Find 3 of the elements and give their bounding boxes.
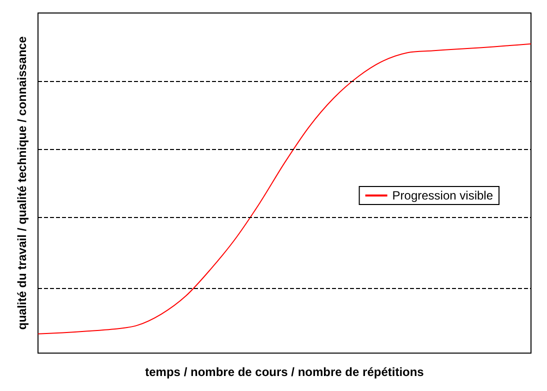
x-axis-title: temps / nombre de cours / nombre de répétitions (145, 365, 424, 379)
legend-label: Progression visible (392, 188, 494, 202)
y-axis-title: qualité du travail / qualité technique / connaissance (15, 36, 29, 330)
